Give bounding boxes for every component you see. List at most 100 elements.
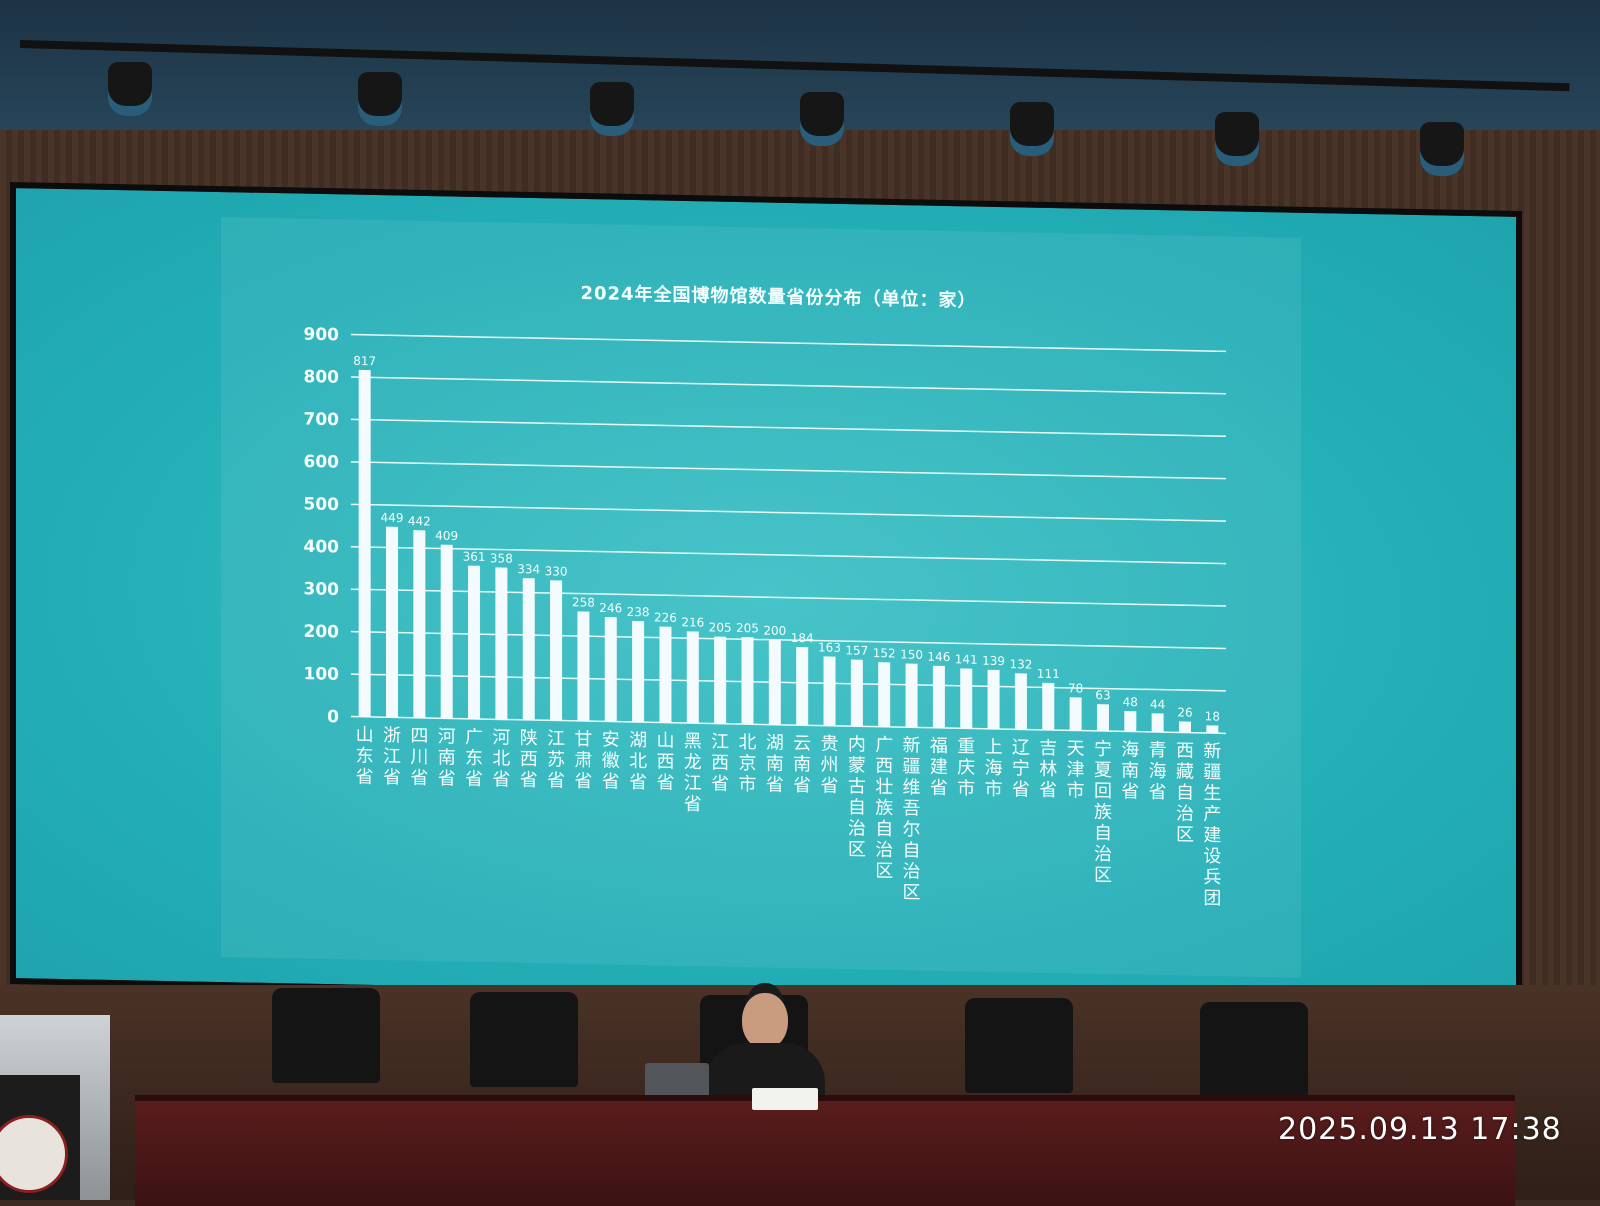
bar-chart: 2024年全国博物馆数量省份分布（单位：家） 0 100 200 300 400 500 60…: [304, 282, 1226, 909]
gridline: [351, 503, 1226, 522]
y-tick-label: 700: [304, 410, 340, 431]
x-tick-label: 广东省: [465, 727, 483, 790]
bar: [1178, 721, 1191, 733]
gridline: [351, 376, 1226, 395]
data-label: 150: [900, 647, 923, 661]
chair: [272, 988, 380, 1083]
bar: [823, 656, 836, 726]
x-tick-label: 重庆市: [957, 736, 975, 799]
bar: [550, 580, 563, 721]
bar: [686, 631, 699, 724]
x-tick-label: 贵州省: [821, 734, 839, 797]
x-tick-label: 广西壮族自治区: [875, 735, 893, 882]
x-tick-label: 湖北省: [629, 730, 647, 793]
x-tick-label: 安徽省: [602, 729, 620, 792]
data-label: 205: [709, 620, 732, 634]
x-tick-label: 上海市: [985, 737, 1003, 800]
x-tick-label: 西藏自治区: [1176, 740, 1194, 845]
bar: [495, 567, 508, 720]
bar: [522, 578, 535, 721]
bar: [796, 646, 809, 726]
x-tick-label: 江苏省: [547, 728, 565, 791]
x-tick-label: 山西省: [656, 730, 674, 793]
x-tick-label: 云南省: [793, 733, 811, 796]
data-label: 18: [1205, 709, 1220, 723]
bar: [987, 669, 1000, 730]
data-label: 258: [572, 595, 595, 609]
data-label: 139: [982, 654, 1005, 668]
x-tick-label: 辽宁省: [1012, 737, 1030, 800]
bar: [468, 565, 481, 720]
data-label: 216: [681, 615, 704, 629]
data-label: 246: [599, 601, 622, 615]
stage-light: [358, 72, 402, 126]
stage-light: [1010, 102, 1054, 156]
bar: [413, 530, 426, 718]
y-tick-label: 0: [327, 707, 339, 727]
stage-light: [108, 62, 152, 116]
bar: [960, 668, 973, 729]
bar: [932, 665, 945, 728]
bar: [604, 617, 617, 722]
x-tick-label: 黑龙江省: [684, 731, 702, 815]
gridline: [351, 418, 1226, 437]
y-tick-label: 100: [304, 664, 340, 685]
gridline: [351, 461, 1226, 480]
y-tick-label: 400: [304, 537, 340, 558]
data-label: 63: [1095, 688, 1110, 702]
data-label: 141: [955, 652, 978, 666]
stage-light: [1215, 112, 1259, 166]
stage-table: [135, 1095, 1515, 1206]
data-label: 26: [1177, 705, 1192, 719]
x-tick-label: 山东省: [356, 725, 374, 788]
bar: [1151, 713, 1164, 733]
x-tick-label: 江西省: [711, 731, 729, 794]
data-label: 358: [490, 551, 513, 565]
gridline: [351, 546, 1226, 565]
projection-screen: 2024年全国博物馆数量省份分布（单位：家） 0 100 200 300 400 500 60…: [10, 182, 1522, 1014]
stage-light: [800, 92, 844, 146]
data-label: 157: [845, 643, 868, 657]
x-tick-label: 新疆生产建设兵团: [1203, 741, 1221, 909]
x-tick-label: 湖南省: [766, 733, 784, 796]
x-tick-label: 甘肃省: [574, 729, 592, 792]
bar: [1014, 673, 1027, 730]
data-label: 78: [1068, 681, 1083, 695]
bar: [714, 636, 727, 724]
y-tick-label: 800: [304, 367, 340, 388]
bar: [632, 620, 645, 723]
bar: [386, 526, 399, 718]
data-label: 442: [408, 514, 431, 528]
y-tick-label: 300: [304, 579, 340, 600]
bar: [659, 626, 672, 723]
bar: [358, 369, 371, 717]
data-label: 44: [1150, 697, 1165, 711]
stage-light: [590, 82, 634, 136]
x-tick-label: 北京市: [738, 732, 756, 795]
gridline: [351, 588, 1226, 607]
data-label: 132: [1009, 657, 1032, 671]
data-label: 205: [736, 621, 759, 635]
data-label: 111: [1037, 667, 1060, 681]
data-label: 146: [927, 650, 950, 664]
data-label: 238: [627, 605, 650, 619]
bar: [1206, 725, 1219, 734]
bar: [1096, 704, 1109, 732]
x-tick-label: 浙江省: [383, 725, 401, 788]
data-label: 817: [353, 354, 376, 368]
x-tick-label: 海南省: [1121, 739, 1139, 802]
x-tick-label: 陕西省: [520, 728, 538, 791]
y-tick-label: 500: [304, 494, 340, 515]
chair: [965, 998, 1073, 1093]
data-label: 449: [381, 511, 404, 525]
bar: [905, 663, 918, 728]
speaker-head: [742, 993, 788, 1049]
x-tick-label: 福建省: [930, 736, 948, 799]
x-tick-label: 新疆维吾尔自治区: [903, 735, 921, 903]
x-tick-label: 四川省: [410, 726, 428, 789]
x-tick-label: 宁夏回族自治区: [1094, 739, 1112, 886]
data-label: 48: [1123, 695, 1138, 709]
x-tick-label: 天津市: [1067, 738, 1085, 801]
bar: [1042, 682, 1055, 731]
bar: [1069, 697, 1082, 731]
